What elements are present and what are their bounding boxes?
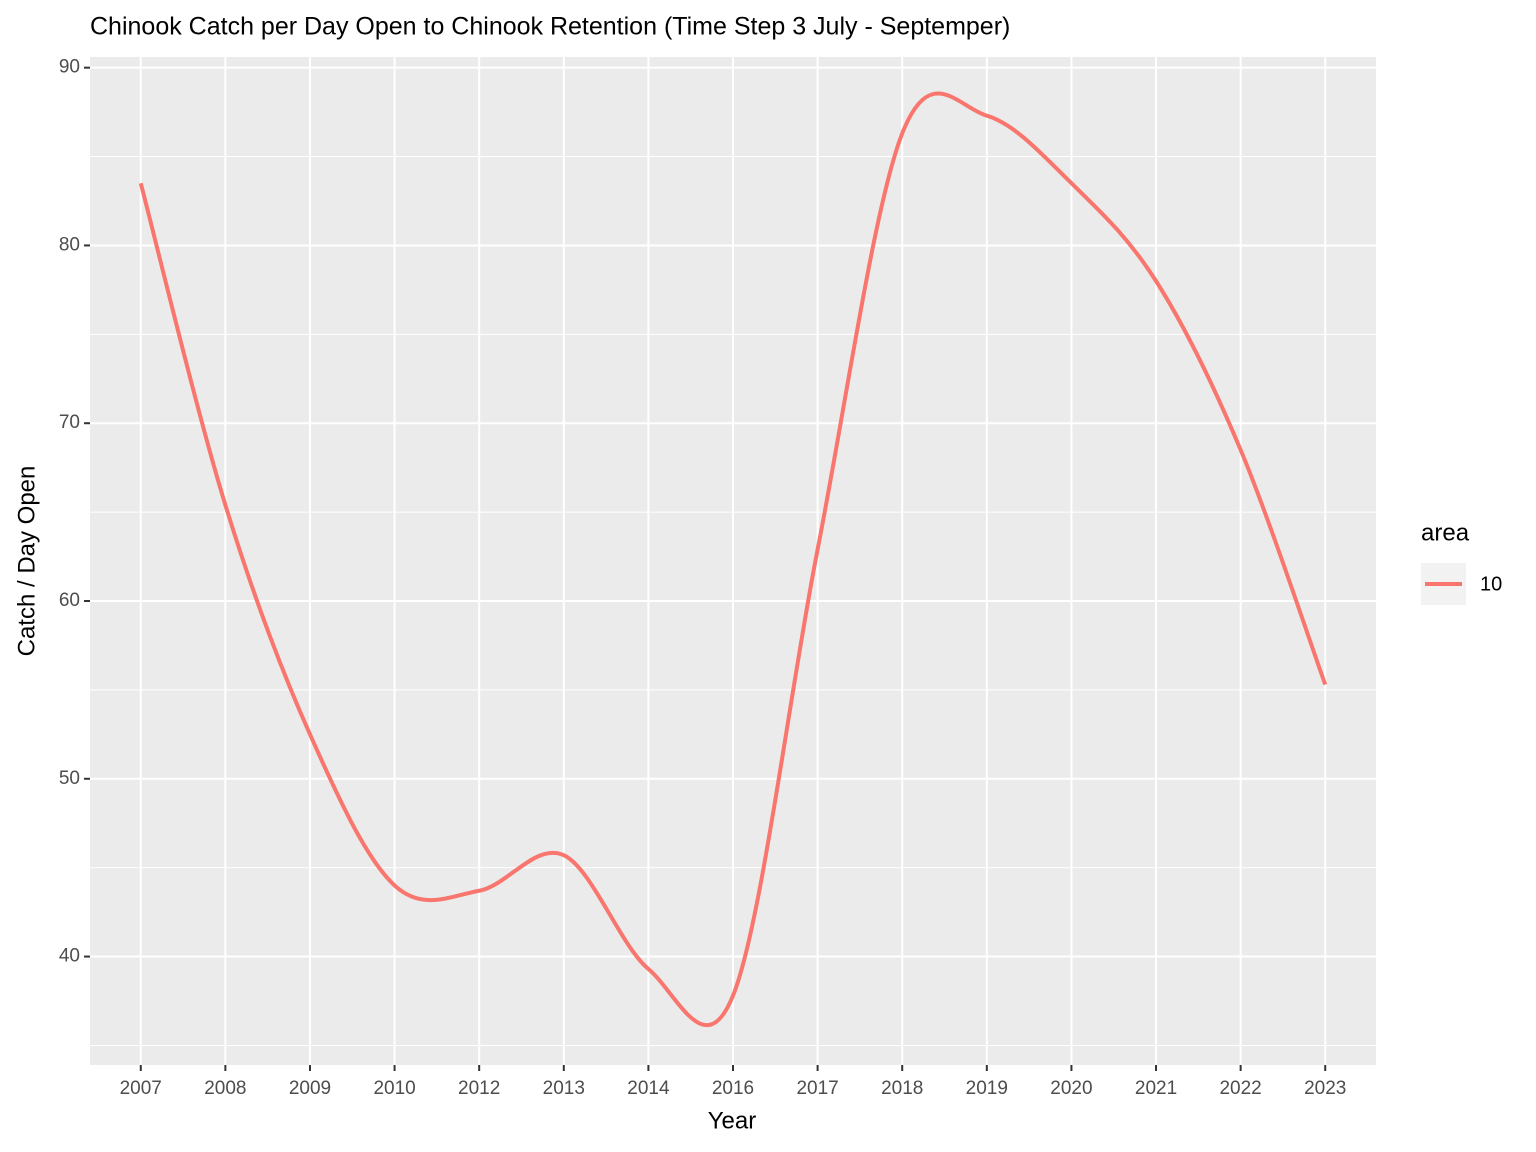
y-tick-label: 40	[59, 946, 80, 967]
x-tick-label: 2020	[1050, 1078, 1092, 1099]
legend-label: 10	[1480, 573, 1502, 595]
x-tick-label: 2016	[712, 1078, 754, 1099]
x-tick-label: 2008	[204, 1078, 246, 1099]
legend-title: area	[1421, 519, 1470, 546]
x-tick-label: 2014	[627, 1078, 670, 1099]
series-line	[138, 91, 1328, 1028]
x-tick-label: 2009	[289, 1078, 331, 1099]
y-tick-label: 90	[59, 57, 80, 78]
x-axis-title: Year	[708, 1107, 757, 1134]
x-tick-label: 2007	[120, 1078, 162, 1099]
x-tick-label: 2023	[1304, 1078, 1346, 1099]
x-tick-label: 2010	[373, 1078, 415, 1099]
x-tick-label: 2021	[1135, 1078, 1177, 1099]
chart-title: Chinook Catch per Day Open to Chinook Re…	[90, 13, 1010, 41]
x-tick-label: 2019	[966, 1078, 1008, 1099]
x-tick-label: 2017	[796, 1078, 838, 1099]
y-axis-title: Catch / Day Open	[13, 466, 40, 657]
y-tick-label: 50	[59, 768, 80, 789]
x-tick-label: 2012	[458, 1078, 500, 1099]
y-tick-label: 80	[59, 234, 80, 255]
x-tick-label: 2022	[1219, 1078, 1261, 1099]
y-tick-label: 60	[59, 590, 80, 611]
y-tick-label: 70	[59, 412, 80, 433]
x-tick-label: 2018	[881, 1078, 923, 1099]
x-tick-label: 2013	[543, 1078, 585, 1099]
